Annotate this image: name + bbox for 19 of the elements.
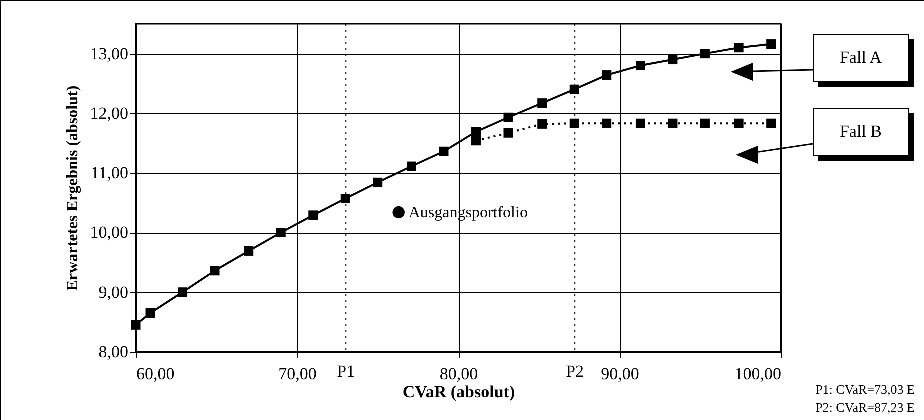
y-tick-label: 9,00 [98, 282, 128, 302]
text: Fall A [813, 34, 909, 82]
ref-line-label: P2 [566, 362, 584, 381]
x-tick-label: 70,00 [278, 364, 317, 384]
y-tick-label: 11,00 [90, 164, 128, 183]
x-tick-label: 80,00 [440, 364, 478, 384]
y-axis-title: Erwartetes Ergebnis (absolut) [64, 86, 82, 292]
ref-line-label: P1 [337, 362, 356, 381]
text: P2: CVaR=87,23 E [816, 399, 915, 417]
text: Fall B [813, 108, 909, 156]
y-tick-label: 12,00 [90, 104, 128, 123]
x-axis-title: CVaR (absolut) [402, 382, 516, 402]
x-tick-label: 60,00 [136, 364, 175, 384]
x-tick-label: 100,00 [734, 364, 782, 384]
y-tick-label: 10,00 [90, 223, 128, 242]
x-tick-label: 90,00 [601, 364, 640, 384]
text: P1: CVaR=73,03 E [816, 381, 915, 399]
y-tick-label: 13,00 [90, 44, 128, 64]
y-tick-label: 8,00 [98, 342, 128, 362]
